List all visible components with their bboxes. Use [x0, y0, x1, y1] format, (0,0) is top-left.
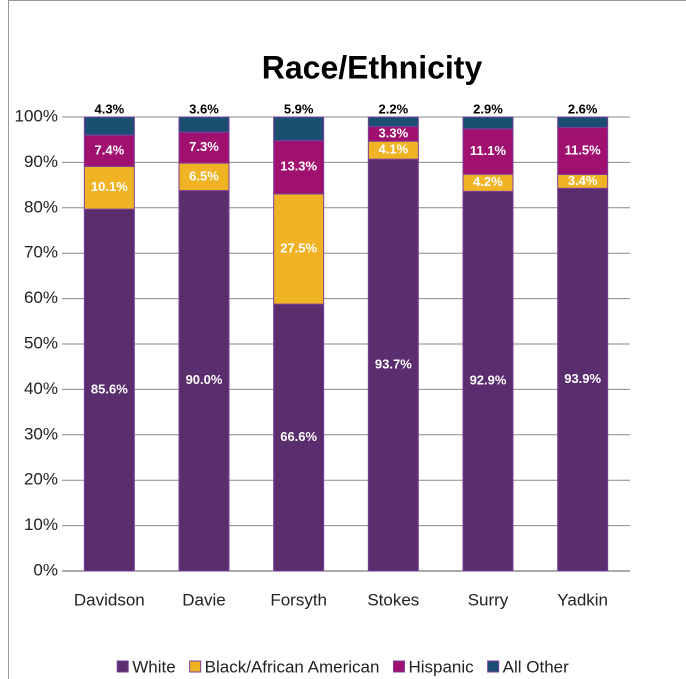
- data-label: 10.1%: [91, 179, 128, 194]
- bar-segment: [462, 190, 514, 572]
- data-label: 7.3%: [189, 139, 219, 154]
- bar-segment: [83, 116, 135, 136]
- legend-label: All Other: [503, 657, 569, 676]
- data-label: 66.6%: [280, 429, 317, 444]
- bar-segment: [83, 208, 135, 572]
- data-label: 2.6%: [568, 101, 598, 116]
- data-label: 4.1%: [379, 142, 409, 157]
- bar-segment: [273, 116, 325, 142]
- y-tick-label: 90%: [24, 152, 58, 171]
- y-tick-label: 10%: [24, 515, 58, 534]
- bar-segment: [557, 116, 609, 129]
- legend-swatch: [487, 660, 500, 673]
- data-label: 2.9%: [473, 101, 503, 116]
- chart-title: Race/Ethnicity: [262, 49, 483, 85]
- data-label: 3.3%: [379, 125, 409, 140]
- legend-label: Hispanic: [408, 657, 474, 676]
- y-tick-label: 60%: [24, 288, 58, 307]
- bar-segment: [178, 131, 230, 164]
- legend-swatch: [189, 660, 202, 673]
- y-tick-label: 30%: [24, 424, 58, 443]
- y-tick-label: 100%: [15, 106, 58, 125]
- bar-segment: [178, 190, 230, 572]
- legend-label: Black/African American: [205, 657, 380, 676]
- data-label: 3.4%: [568, 173, 598, 188]
- y-tick-label: 70%: [24, 243, 58, 262]
- data-label: 27.5%: [280, 240, 317, 255]
- bar-segment: [367, 116, 419, 128]
- y-tick-label: 40%: [24, 379, 58, 398]
- x-tick-label: Forsyth: [270, 590, 327, 609]
- data-label: 4.3%: [95, 101, 125, 116]
- data-label: 3.6%: [189, 101, 219, 116]
- y-tick-label: 0%: [33, 560, 58, 579]
- legend-swatch: [116, 660, 129, 673]
- data-label: 93.7%: [375, 357, 412, 372]
- bar-segment: [462, 116, 514, 130]
- data-label: 90.0%: [186, 372, 223, 387]
- bar-segment: [557, 127, 609, 175]
- x-tick-label: Davidson: [74, 590, 145, 609]
- y-tick-label: 80%: [24, 197, 58, 216]
- bar-segment: [83, 165, 135, 210]
- x-tick-label: Davie: [182, 590, 225, 609]
- chart-border: [8, 0, 686, 679]
- data-label: 93.9%: [564, 371, 601, 386]
- data-label: 7.4%: [95, 142, 125, 157]
- data-label: 11.5%: [565, 142, 602, 157]
- data-label: 6.5%: [189, 168, 219, 183]
- data-label: 2.2%: [379, 101, 409, 116]
- data-label: 4.2%: [473, 174, 503, 189]
- data-label: 92.9%: [470, 373, 507, 388]
- bar-segment: [462, 128, 514, 175]
- legend-label: White: [132, 657, 175, 676]
- bar-segment: [367, 158, 419, 572]
- data-label: 5.9%: [284, 101, 314, 116]
- bar-segment: [178, 162, 230, 192]
- x-tick-label: Surry: [468, 590, 509, 609]
- y-tick-label: 20%: [24, 470, 58, 489]
- legend-swatch: [392, 660, 405, 673]
- y-tick-label: 50%: [24, 333, 58, 352]
- x-tick-label: Stokes: [367, 590, 419, 609]
- data-label: 11.1%: [470, 143, 507, 158]
- bar-segment: [557, 187, 609, 572]
- data-label: 85.6%: [91, 382, 128, 397]
- x-tick-label: Yadkin: [557, 590, 608, 609]
- bar-segment: [273, 303, 325, 572]
- bar-segment: [273, 140, 325, 195]
- bar-segment: [178, 116, 230, 133]
- data-label: 13.3%: [280, 159, 317, 174]
